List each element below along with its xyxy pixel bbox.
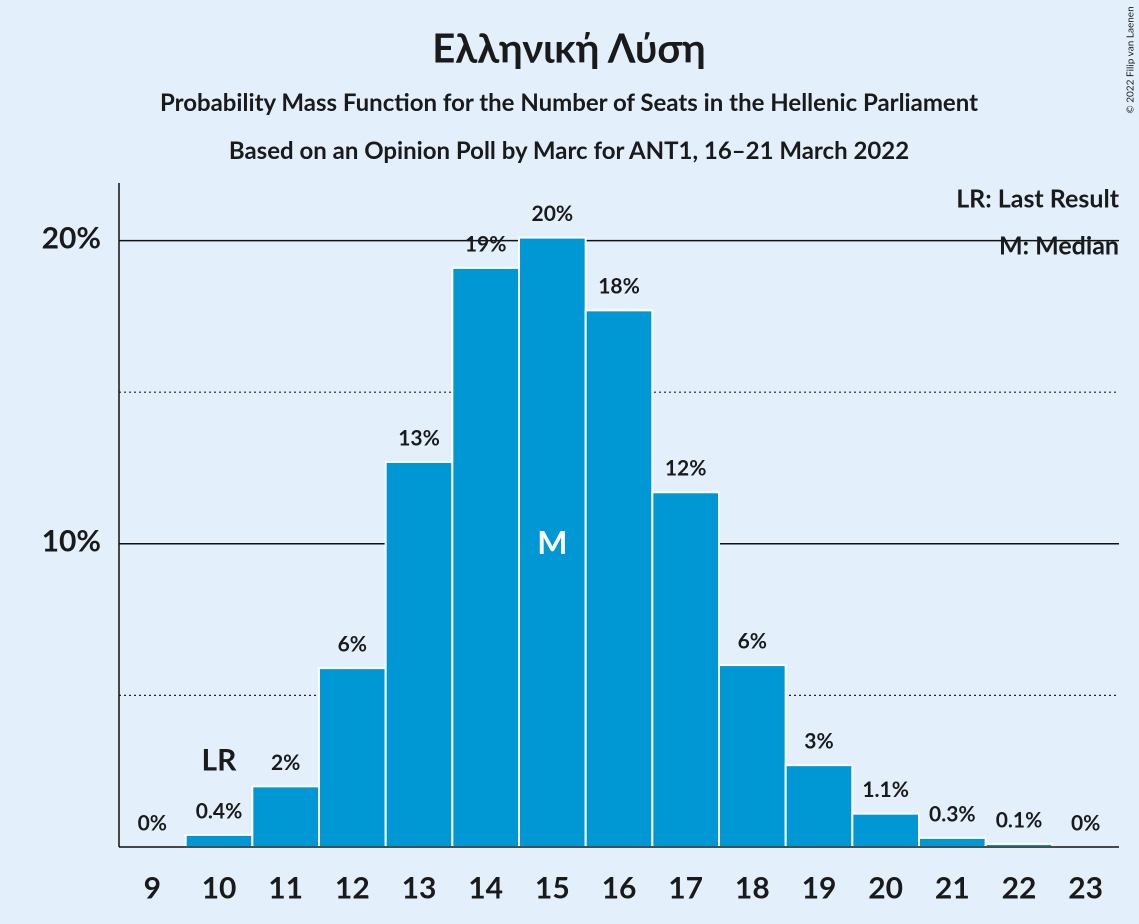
value-label: 13% [398,425,440,450]
x-tick-label: 18 [735,870,770,906]
value-label: 0.4% [196,798,243,823]
value-label: 0% [1071,810,1100,835]
bar [651,491,720,848]
legend-entry: LR: Last Result [956,183,1120,213]
bar [184,833,254,848]
bar [384,460,454,848]
value-label: 12% [665,456,707,481]
chart-title: Ελληνική Λύση [432,23,705,71]
bar [451,266,521,849]
x-tick-label: 15 [535,870,570,906]
value-label: 20% [532,201,574,226]
x-tick-label: 14 [468,870,503,906]
y-tick-label: 20% [42,219,101,255]
y-tick-label: 10% [42,522,101,558]
copyright: © 2022 Filip van Laenen [1125,6,1137,113]
value-label: 6% [338,632,367,657]
bar [718,664,787,849]
value-label: 19% [465,231,507,256]
x-tick-label: 19 [802,870,837,906]
chart-subtitle: Probability Mass Function for the Number… [160,88,978,117]
x-tick-label: 12 [335,870,370,906]
value-label: 1.1% [862,777,909,802]
bar [318,667,387,848]
bar [251,785,320,848]
x-tick-label: 9 [144,870,161,906]
value-label: 2% [271,750,300,775]
x-tick-label: 16 [602,870,637,906]
x-tick-label: 13 [402,870,437,906]
bar [784,764,854,848]
x-tick-label: 11 [268,870,303,906]
value-label: 6% [738,628,767,653]
x-tick-label: 10 [202,870,237,906]
value-label: 0% [138,810,167,835]
value-label: 18% [598,274,640,299]
last-result-label: LR [202,742,238,778]
x-tick-label: 23 [1068,870,1103,906]
median-label: M [537,522,567,561]
bar [518,236,587,849]
chart-subtitle: Based on an Opinion Poll by Marc for ANT… [229,136,909,165]
value-label: 3% [804,729,833,754]
x-tick-label: 21 [935,870,970,906]
bar [851,812,920,848]
value-label: 0.3% [929,801,976,826]
x-tick-label: 20 [868,870,903,906]
legend-entry: M: Median [999,230,1119,260]
bar [584,309,654,848]
x-tick-label: 17 [668,870,703,906]
value-label: 0.1% [996,807,1043,832]
bar [918,836,987,849]
x-tick-label: 22 [1002,870,1037,906]
